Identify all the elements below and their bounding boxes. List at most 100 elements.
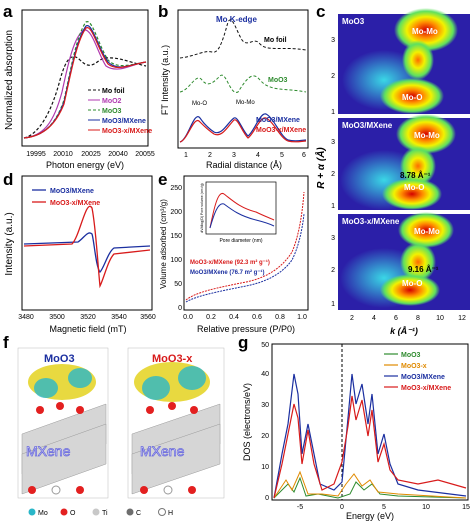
panel-d-epr-chart: Intensity (a.u.) Magnetic field (mT) 348… <box>4 175 156 334</box>
panel-e-inset: dV/dlog(D) Pore volume (cm³/g) Pore diam… <box>200 181 277 244</box>
panel-b-tick: 4 <box>256 152 260 159</box>
panel-d-ylabel: Intensity (a.u.) <box>4 212 15 275</box>
panel-e-tick-x: 0.0 <box>183 314 193 321</box>
panel-g-tick-y: 40 <box>261 371 269 378</box>
panel-b-tick: 1 <box>184 152 188 159</box>
panel-g-dos-chart: DOS (electrons/eV) Energy (eV) -5 0 5 10… <box>242 342 470 521</box>
panel-label-e: e <box>158 170 168 189</box>
panel-a-legend-foil: Mo foil <box>102 88 125 95</box>
panel-f-structure: MoO3 MXene MoO3-x MXene Mo O Ti C H <box>17 347 225 517</box>
panel-b-ylabel: FT Intensity (a.u.) <box>160 45 170 115</box>
panel-c-map2-lower: Mo-O <box>404 183 424 192</box>
panel-e-ylabel: Volume adsorbed (cm³/g) <box>159 199 168 289</box>
panel-f-legend-h: H <box>168 510 173 517</box>
panel-g-legend-moo3-mxene: MoO3/MXene <box>401 374 445 381</box>
panel-d-tick: 3480 <box>18 314 34 321</box>
panel-e-tick-y: 0 <box>178 305 182 312</box>
panel-b-tick: 2 <box>208 152 212 159</box>
panel-c-tick-y: 3 <box>331 235 335 242</box>
panel-c-tick-x: 10 <box>436 315 444 322</box>
panel-c-map-moo3-mxene: MoO3/MXene Mo-Mo 8.78 Å⁻¹ Mo-O <box>338 114 470 210</box>
panel-g-curve-moo3x-mxene <box>273 395 467 499</box>
panel-c-tick-x: 12 <box>458 315 466 322</box>
panel-c-tick-y: 1 <box>331 203 335 210</box>
panel-g-ylabel: DOS (electrons/eV) <box>242 383 252 461</box>
panel-label-g: g <box>238 333 249 352</box>
panel-c-tick-y: 3 <box>331 139 335 146</box>
panel-f-legend-o: O <box>70 510 76 517</box>
panel-f-label-moo3: MoO3 <box>44 353 75 365</box>
panel-a-legend-moo3: MoO3 <box>102 108 122 115</box>
panel-c-wavelet-maps: R + α (Å) k (Å⁻¹) MoO3 Mo-Mo Mo-O MoO3/M… <box>314 8 470 336</box>
panel-g-tick-y: 0 <box>265 495 269 502</box>
panel-b-ft-chart: Mo K-edge FT Intensity (a.u.) Radial dis… <box>160 9 309 170</box>
panel-c-map3-annot: 9.16 Å⁻¹ <box>408 265 439 274</box>
panel-b-xlabel: Radial distance (Å) <box>206 160 282 170</box>
panel-c-tick-y: 3 <box>331 37 335 44</box>
panel-e-bet-chart: Volume adsorbed (cm³/g) Relative pressur… <box>159 175 309 334</box>
panel-b-label-moo3: MoO3 <box>268 77 288 84</box>
panel-a-tick: 20055 <box>135 151 155 158</box>
panel-c-tick-x: 4 <box>372 315 376 322</box>
panel-e-inset-ylabel: dV/dlog(D) Pore volume (cm³/g) <box>200 183 204 232</box>
panel-e-tick-x: 0.8 <box>275 314 285 321</box>
panel-c-map3-title: MoO3-x/MXene <box>342 217 400 226</box>
panel-a-legend-moo2: MoO2 <box>102 98 122 105</box>
panel-label-f: f <box>3 333 9 352</box>
panel-a-legend-moo3x-mxene: MoO3-x/MXene <box>102 128 152 135</box>
panel-c-map1-title: MoO3 <box>342 17 365 26</box>
panel-d-tick: 3560 <box>140 314 156 321</box>
panel-g-tick-x: 15 <box>462 504 470 511</box>
panel-c-tick-x: 8 <box>416 315 420 322</box>
panel-g-legend-moo3x: MoO3-x <box>401 363 427 370</box>
panel-e-legend-moo3x-mxene: MoO3-x/MXene (92.3 m² g⁻¹) <box>190 259 270 266</box>
panel-e-tick-y: 150 <box>170 233 182 240</box>
panel-g-tick-y: 20 <box>261 433 269 440</box>
panel-c-map2-title: MoO3/MXene <box>342 121 393 130</box>
panel-b-tick: 3 <box>232 152 236 159</box>
panel-f-legend-ti: Ti <box>102 510 108 517</box>
panel-a-curve-foil <box>23 56 147 139</box>
panel-label-b: b <box>158 2 169 21</box>
panel-label-c: c <box>316 2 326 21</box>
panel-b-legend-moo3-mxene: MoO3/MXene <box>256 117 300 124</box>
panel-d-legend-moo3x-mxene: MoO3-x/MXene <box>50 200 100 207</box>
panel-c-map3-upper: Mo-Mo <box>414 227 440 236</box>
panel-g-curve-moo3-mxene <box>273 373 467 499</box>
panel-c-tick-y: 2 <box>331 171 335 178</box>
panel-d-curve-moo3-mxene <box>23 232 151 273</box>
panel-a-xanes-chart: Normalized absorption Photon energy (eV)… <box>4 9 155 170</box>
panel-f-legend-c: C <box>136 510 141 517</box>
panel-c-tick-x: 6 <box>394 315 398 322</box>
panel-a-legend-moo3-mxene: MoO3/MXene <box>102 118 146 125</box>
panel-a-tick: 20010 <box>53 151 73 158</box>
panel-e-xlabel: Relative pressure (P/P0) <box>197 324 295 334</box>
panel-e-tick-y: 100 <box>170 257 182 264</box>
panel-b-curve-moo3x-mxene <box>179 117 307 143</box>
panel-g-xlabel: Energy (eV) <box>346 511 394 521</box>
panel-a-ylabel: Normalized absorption <box>4 30 15 130</box>
panel-b-curve-moo3 <box>179 74 307 93</box>
panel-b-label-foil: Mo foil <box>264 37 287 44</box>
panel-e-tick-x: 0.4 <box>229 314 239 321</box>
panel-g-legend-moo3: MoO3 <box>401 352 421 359</box>
panel-c-map-moo3: MoO3 Mo-Mo Mo-O <box>338 8 470 114</box>
panel-c-map2-annot: 8.78 Å⁻¹ <box>400 171 431 180</box>
panel-a-curve-moo3x-mxene <box>23 27 147 139</box>
panel-d-xlabel: Magnetic field (mT) <box>49 324 126 334</box>
panel-c-map1-upper: Mo-Mo <box>412 27 438 36</box>
panel-g-tick-x: 10 <box>422 504 430 511</box>
panel-e-tick-x: 1.0 <box>297 314 307 321</box>
panel-b-label-momo: Mo-Mo <box>236 100 255 106</box>
panel-f-substrate-left: MXene <box>26 443 71 459</box>
panel-b-curve-moo3-mxene <box>179 113 307 143</box>
panel-f-structure-moo3: MoO3 MXene <box>17 347 109 499</box>
panel-e-tick-y: 200 <box>170 209 182 216</box>
panel-e-tick-x: 0.2 <box>206 314 216 321</box>
panel-b-label-moo: Mo-O <box>192 101 207 107</box>
panel-g-tick-x: 0 <box>340 504 344 511</box>
panel-d-curve-moo3x-mxene <box>23 205 151 289</box>
panel-g-curve-moo3x <box>273 470 467 499</box>
panel-d-legend-moo3-mxene: MoO3/MXene <box>50 188 94 195</box>
panel-a-tick: 20025 <box>81 151 101 158</box>
